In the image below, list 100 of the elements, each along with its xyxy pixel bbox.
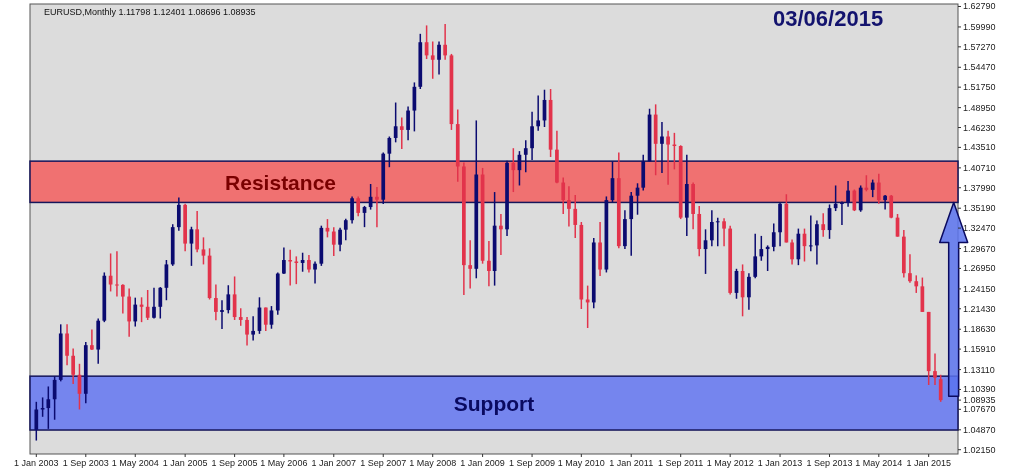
x-tick-label: 1 Sep 2013: [806, 458, 853, 468]
candlestick: [176, 196, 181, 232]
x-tick-label: 1 Sep 2005: [211, 458, 258, 468]
x-tick-label: 1 May 2010: [557, 458, 605, 468]
candlestick: [523, 139, 528, 174]
candlestick: [759, 235, 764, 262]
candlestick: [437, 40, 441, 76]
candlestick: [145, 289, 150, 321]
candlestick: [90, 328, 94, 351]
y-tick-label: 1.59990: [963, 21, 996, 32]
x-tick-label: 1 Jan 2013: [757, 458, 803, 468]
band-label: Resistance: [225, 170, 337, 194]
candlestick: [771, 222, 776, 253]
candlestick: [908, 253, 912, 284]
y-tick-label: 1.08935: [963, 395, 996, 406]
y-tick-label: 1.32470: [963, 223, 996, 234]
y-tick-label: 1.29670: [963, 243, 996, 254]
y-tick-label: 1.07670: [963, 404, 996, 415]
y-tick-label: 1.18630: [963, 324, 996, 335]
candlestick: [331, 226, 336, 257]
candlestick: [933, 352, 937, 386]
candlestick: [406, 105, 410, 141]
candlestick: [245, 316, 249, 347]
y-tick-label: 1.62790: [963, 1, 996, 12]
candlestick: [294, 255, 299, 285]
candlestick: [214, 283, 218, 322]
x-tick-label: 1 May 2014: [855, 458, 903, 468]
candlestick: [660, 121, 664, 174]
y-tick-label: 1.40710: [963, 162, 996, 173]
candlestick: [375, 186, 379, 228]
candlestick: [585, 284, 590, 329]
candlestick: [158, 286, 163, 320]
chart-title: EURUSD,Monthly 1.11798 1.12401 1.08696 1.08935: [44, 7, 256, 17]
candlestick: [387, 135, 392, 168]
candlestick: [115, 250, 119, 298]
x-tick-label: 1 Jan 2009: [460, 458, 505, 468]
candlestick: [858, 184, 863, 213]
candlestick: [282, 246, 286, 275]
x-tick-label: 1 Jan 2007: [311, 458, 357, 468]
candlestick: [876, 173, 881, 205]
candlestick: [815, 219, 819, 266]
candlestick: [34, 401, 39, 442]
candlestick: [536, 94, 541, 132]
band-label: Support: [453, 392, 535, 416]
candlestick: [46, 385, 51, 430]
y-tick-label: 1.15910: [963, 344, 996, 355]
candlestick: [201, 236, 206, 266]
candlestick: [220, 299, 224, 330]
candlestick: [343, 217, 348, 242]
y-tick-label: 1.48950: [963, 102, 996, 113]
x-tick-label: 1 Sep 2009: [509, 458, 556, 468]
candlestick: [938, 374, 943, 403]
candlestick: [840, 200, 844, 226]
x-tick-label: 1 May 2004: [111, 458, 159, 468]
candlestick: [883, 194, 887, 211]
candlestick: [195, 210, 200, 254]
y-tick-label: 1.46230: [963, 122, 996, 133]
candlestick: [511, 147, 516, 193]
x-tick-label: 1 May 2006: [260, 458, 308, 468]
y-tick-label: 1.02150: [963, 444, 996, 455]
x-tick-label: 1 Jan 2011: [609, 458, 654, 468]
candlestick: [808, 214, 813, 253]
y-tick-label: 1.21430: [963, 303, 996, 314]
x-tick-label: 1 Sep 2011: [658, 458, 704, 468]
candlestick: [821, 212, 826, 238]
candlestick: [846, 180, 850, 208]
candlestick: [567, 185, 571, 228]
y-tick-label: 1.10390: [963, 384, 996, 395]
x-tick-label: 1 May 2012: [706, 458, 754, 468]
candlestick: [226, 284, 231, 315]
candlestick: [715, 216, 720, 247]
x-tick-label: 1 Jan 2015: [906, 458, 951, 468]
candlestick: [722, 217, 726, 247]
y-tick-label: 1.24150: [963, 283, 996, 294]
candlestick: [747, 272, 751, 311]
candlestick: [356, 195, 361, 217]
candlestick: [430, 40, 435, 80]
candlestick: [71, 347, 76, 385]
candlestick: [393, 101, 398, 144]
candlestick: [350, 195, 354, 225]
x-tick-label: 1 Sep 2007: [360, 458, 407, 468]
candlestick: [251, 315, 255, 342]
y-tick-label: 1.26950: [963, 263, 996, 274]
candlestick: [468, 239, 473, 290]
chart-subtitle: 03/06/2015: [773, 6, 884, 31]
candlestick: [152, 287, 156, 320]
candlestick: [65, 323, 69, 367]
candlestick: [443, 23, 447, 61]
candlestick: [313, 260, 317, 285]
candlestick: [530, 110, 534, 161]
y-tick-label: 1.57270: [963, 41, 996, 52]
candlestick: [120, 283, 125, 315]
y-tick-label: 1.54470: [963, 62, 996, 73]
candlestick: [629, 191, 634, 257]
y-tick-label: 1.37990: [963, 182, 996, 193]
y-tick-label: 1.43510: [963, 142, 996, 153]
y-tick-label: 1.13110: [963, 364, 995, 375]
x-tick-label: 1 Sep 2003: [62, 458, 109, 468]
candlestick: [133, 296, 138, 328]
candlestick: [399, 116, 404, 150]
